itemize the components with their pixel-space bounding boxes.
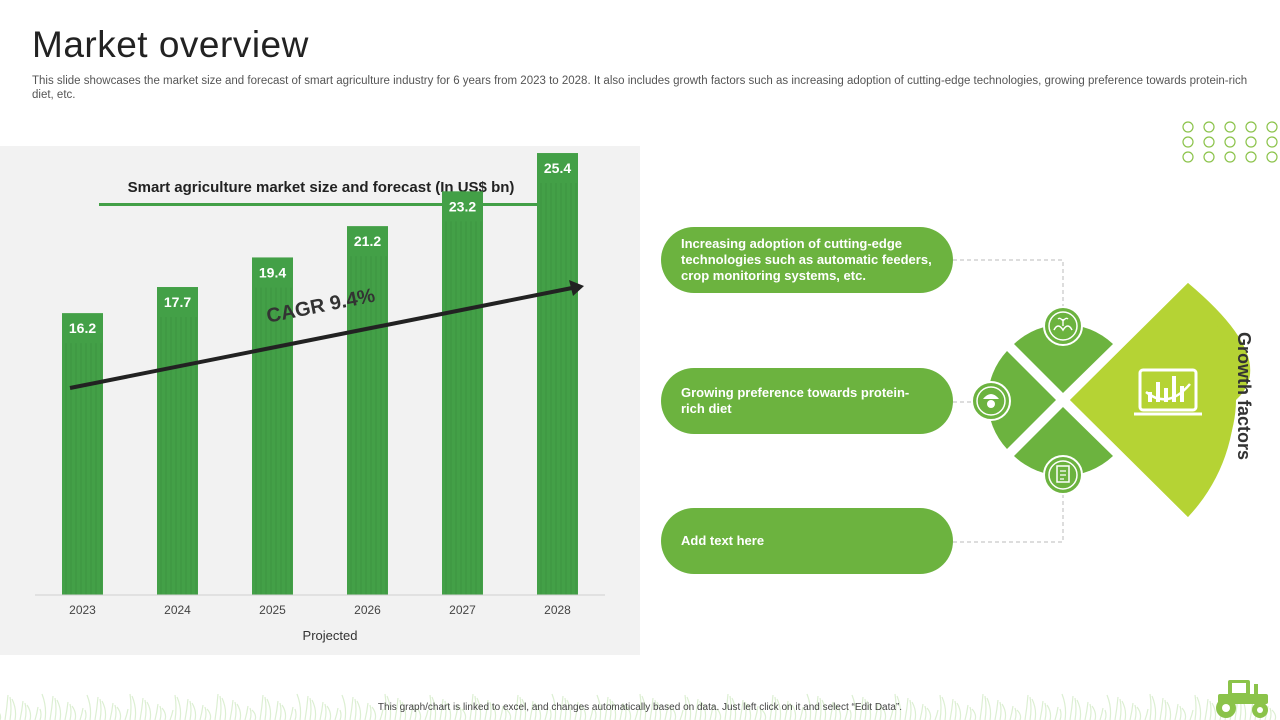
- page-subtitle: This slide showcases the market size and…: [32, 75, 1248, 101]
- growth-factor-text-2: Growing preference towards protein-rich …: [681, 385, 910, 416]
- x-axis-label: Projected: [303, 628, 358, 643]
- segment-left: [987, 351, 1056, 449]
- x-tick-label: 2023: [69, 603, 96, 617]
- x-tick-label: 2027: [449, 603, 476, 617]
- cagr-arrow-line: [69, 286, 573, 390]
- growth-factor-text-3: Add text here: [681, 533, 765, 548]
- chart-panel[interactable]: Smart agriculture market size and foreca…: [0, 146, 640, 655]
- connector-line-1: [953, 259, 1064, 308]
- chart-title-underline: [99, 203, 550, 206]
- bar-2024[interactable]: 17.7: [157, 287, 198, 595]
- bar-2027[interactable]: 23.2: [442, 191, 483, 595]
- document-icon: [1043, 455, 1083, 495]
- page-title: Market overview: [32, 24, 309, 65]
- growth-factor-text-1: Increasing adoption of cutting-edge tech…: [681, 236, 932, 283]
- analytics-laptop-icon: [1134, 368, 1202, 416]
- bar-chart[interactable]: Smart agriculture market size and foreca…: [0, 146, 640, 655]
- segment-bottom: [1014, 407, 1113, 476]
- connector-line-3: [953, 493, 1064, 543]
- growth-factors-label: Growth factors: [1234, 332, 1254, 460]
- decorative-dots: [1180, 120, 1280, 166]
- x-tick-label: 2028: [544, 603, 571, 617]
- growth-factor-pill-2[interactable]: Growing preference towards protein-rich …: [661, 368, 953, 434]
- x-tick-label: 2026: [354, 603, 381, 617]
- cagr-arrow-head: [569, 280, 584, 296]
- bar-value-label: 21.2: [354, 233, 381, 249]
- x-tick-label: 2025: [259, 603, 286, 617]
- bar-value-label: 23.2: [449, 198, 476, 214]
- bar-value-label: 17.7: [164, 294, 191, 310]
- bar-2028[interactable]: 25.4: [537, 153, 578, 596]
- tractor-icon: [1216, 680, 1268, 718]
- hands-plant-icon: [1043, 306, 1083, 346]
- bar-2025[interactable]: 19.4: [252, 257, 293, 595]
- bar-value-label: 16.2: [69, 320, 96, 336]
- bar-2026[interactable]: 21.2: [347, 226, 388, 595]
- segment-top: [1014, 324, 1113, 393]
- footer-note: This graph/chart is linked to excel, and…: [377, 702, 903, 713]
- bar-2023[interactable]: 16.2: [62, 313, 103, 595]
- bar-value-label: 19.4: [259, 264, 286, 280]
- farmer-icon: [971, 381, 1011, 421]
- bar-value-label: 25.4: [544, 160, 571, 176]
- growth-factor-pill-3[interactable]: Add text here: [661, 508, 953, 574]
- growth-factor-pill-1[interactable]: Increasing adoption of cutting-edge tech…: [661, 227, 953, 293]
- chart-title: Smart agriculture market size and foreca…: [128, 179, 515, 196]
- x-tick-label: 2024: [164, 603, 191, 617]
- grass-decoration: [0, 693, 1277, 720]
